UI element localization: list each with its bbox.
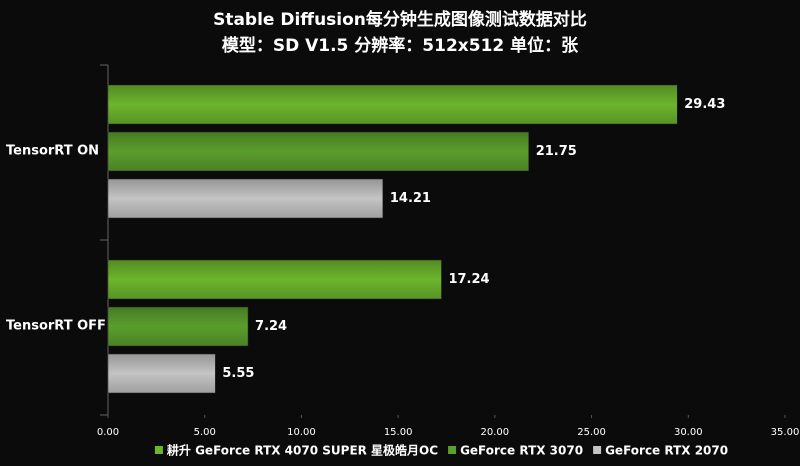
y-tick-label: TensorRT OFF (6, 319, 106, 334)
bar (107, 178, 384, 219)
legend-label: GeForce RTX 3070 (460, 444, 583, 458)
bar (107, 131, 529, 172)
legend-swatch (448, 446, 457, 454)
bar (107, 259, 442, 300)
x-tick-label: 15.00 (384, 427, 413, 438)
x-tick-label: 5.00 (194, 427, 216, 438)
value-label: 14.21 (390, 191, 431, 206)
x-tick-label: 20.00 (481, 427, 510, 438)
value-label: 29.43 (684, 97, 725, 112)
legend-label: 耕升 GeForce RTX 4070 SUPER 星极皓月OC (167, 443, 438, 458)
bar (107, 84, 678, 125)
bar (107, 353, 216, 394)
legend: 耕升 GeForce RTX 4070 SUPER 星极皓月OC GeForce … (154, 443, 728, 458)
x-tick-label: 25.00 (577, 427, 606, 438)
x-tick-label: 0.00 (97, 427, 119, 438)
x-tick-label: 30.00 (674, 427, 703, 438)
x-tick-label: 10.00 (287, 427, 316, 438)
value-label: 21.75 (536, 144, 577, 159)
value-label: 5.55 (222, 366, 254, 381)
value-label: 7.24 (255, 319, 287, 334)
value-label: 17.24 (448, 272, 489, 287)
chart-title: Stable Diffusion每分钟生成图像测试数据对比 (213, 9, 587, 30)
chart-subtitle: 模型：SD V1.5 分辨率：512x512 单位：张 (222, 35, 579, 56)
legend-swatch (154, 446, 163, 454)
legend-swatch (593, 446, 602, 454)
x-tick-label: 35.00 (771, 427, 800, 438)
legend-label: GeForce RTX 2070 (605, 444, 728, 458)
y-tick-label: TensorRT ON (6, 144, 99, 159)
bar (107, 306, 249, 347)
